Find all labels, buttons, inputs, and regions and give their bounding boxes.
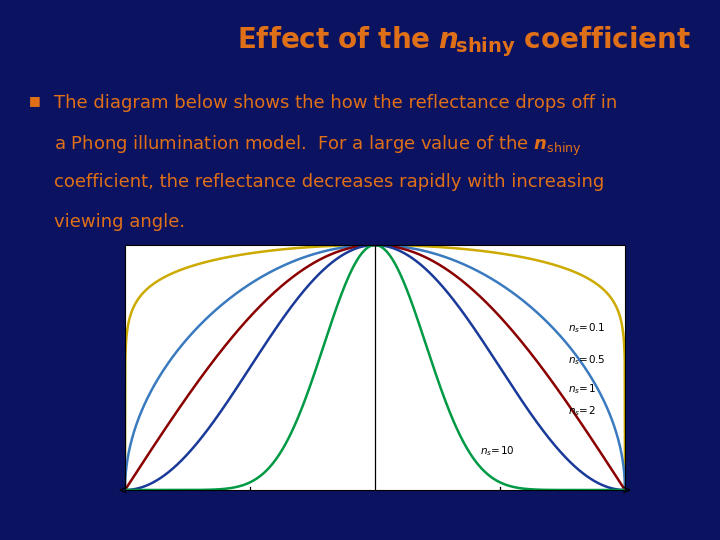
Text: $n_s\!=\!1$: $n_s\!=\!1$ xyxy=(567,383,595,396)
Text: viewing angle.: viewing angle. xyxy=(54,213,185,231)
Text: $n_s\!=\!2$: $n_s\!=\!2$ xyxy=(567,404,595,418)
Text: $\mathbf{Effect\ of\ the}\ \boldsymbol{n}_{\!\mathbf{shiny}}\mathbf{\ coefficien: $\mathbf{Effect\ of\ the}\ \boldsymbol{n… xyxy=(237,24,691,59)
Text: ■: ■ xyxy=(29,94,40,107)
Text: a Phong illumination model.  For a large value of the $\boldsymbol{n}_{\mathrm{s: a Phong illumination model. For a large … xyxy=(54,134,582,158)
Text: coefficient, the reflectance decreases rapidly with increasing: coefficient, the reflectance decreases r… xyxy=(54,173,604,191)
Text: $n_s\!=\!0.1$: $n_s\!=\!0.1$ xyxy=(567,321,605,335)
Text: $n_s\!=\!0.5$: $n_s\!=\!0.5$ xyxy=(567,353,606,367)
Text: The diagram below shows the how the reflectance drops off in: The diagram below shows the how the refl… xyxy=(54,94,617,112)
Text: $n_s\!=\!10$: $n_s\!=\!10$ xyxy=(480,444,515,458)
